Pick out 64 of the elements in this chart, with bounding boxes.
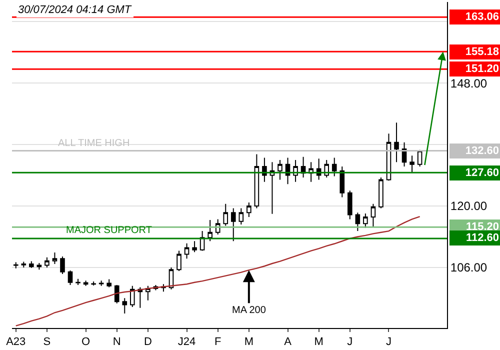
y-tick-label: 106.00 (450, 260, 488, 275)
candlestick (348, 190, 352, 220)
annotation: MAJOR SUPPORT (66, 225, 152, 236)
candlestick (300, 156, 306, 178)
candlestick (208, 220, 212, 242)
candlestick (370, 203, 376, 228)
candlestick (13, 262, 18, 269)
candlestick (238, 208, 244, 225)
candlestick (223, 203, 228, 226)
y-tick-label: 148.00 (450, 76, 488, 90)
ref-line-label: 155.18 (465, 46, 499, 58)
annotation: ALL TIME HIGH (58, 138, 130, 149)
candlestick (68, 270, 73, 286)
annotation: MA 200 (232, 305, 266, 316)
x-tick-label: A23 (6, 336, 26, 348)
candlestick (29, 260, 34, 268)
candlestick (184, 242, 190, 260)
candlestick (76, 278, 80, 286)
x-tick-label: M (314, 336, 324, 348)
candlestick (246, 202, 252, 218)
candlestick (52, 252, 58, 264)
candlestick (146, 285, 150, 301)
candlestick (122, 298, 128, 314)
line-series (15, 216, 420, 326)
candlestick (36, 262, 42, 270)
candlestick (355, 212, 360, 232)
candlestick (91, 280, 96, 286)
x-tick-label: D (144, 336, 152, 348)
candlestick (363, 212, 368, 228)
x-tick-label: A (284, 336, 292, 348)
candlestick (332, 157, 337, 177)
candlestick (340, 166, 345, 198)
candlestick (114, 284, 120, 304)
ref-line-label: 127.60 (465, 167, 499, 179)
x-tick-label: O (82, 336, 91, 348)
ref-line-label: 115.20 (466, 221, 499, 233)
candlestick (230, 208, 236, 242)
candlestick (21, 261, 26, 268)
candlestick (192, 240, 197, 253)
candlestick (60, 256, 65, 275)
x-tick-label: J (347, 336, 353, 348)
candlestick (176, 250, 182, 272)
x-tick-label: M (244, 336, 254, 348)
x-tick-label: S (43, 336, 51, 348)
candlestick (130, 285, 135, 308)
ref-line-label: 151.20 (465, 63, 499, 75)
candlestick (106, 278, 112, 288)
candlestick (278, 159, 282, 180)
candlestick (378, 177, 384, 209)
x-tick-label: N (112, 336, 121, 348)
y-tick-label: 120.00 (450, 199, 488, 214)
candlestick (44, 256, 50, 268)
ref-line-label: 163.06 (465, 11, 499, 23)
x-tick-label: J24 (178, 336, 196, 348)
ref-line-label: 132.60 (465, 145, 499, 157)
candlestick (254, 154, 260, 209)
candlestick (270, 162, 275, 214)
x-tick-label: F (214, 336, 222, 348)
ref-line-label: 112.60 (466, 232, 499, 244)
candlestick (394, 122, 399, 163)
candlestick (285, 157, 290, 185)
x-tick-label: J (386, 336, 392, 348)
candlestick (410, 155, 414, 174)
annotation: 30/07/2024 04:14 GMT (18, 4, 132, 16)
